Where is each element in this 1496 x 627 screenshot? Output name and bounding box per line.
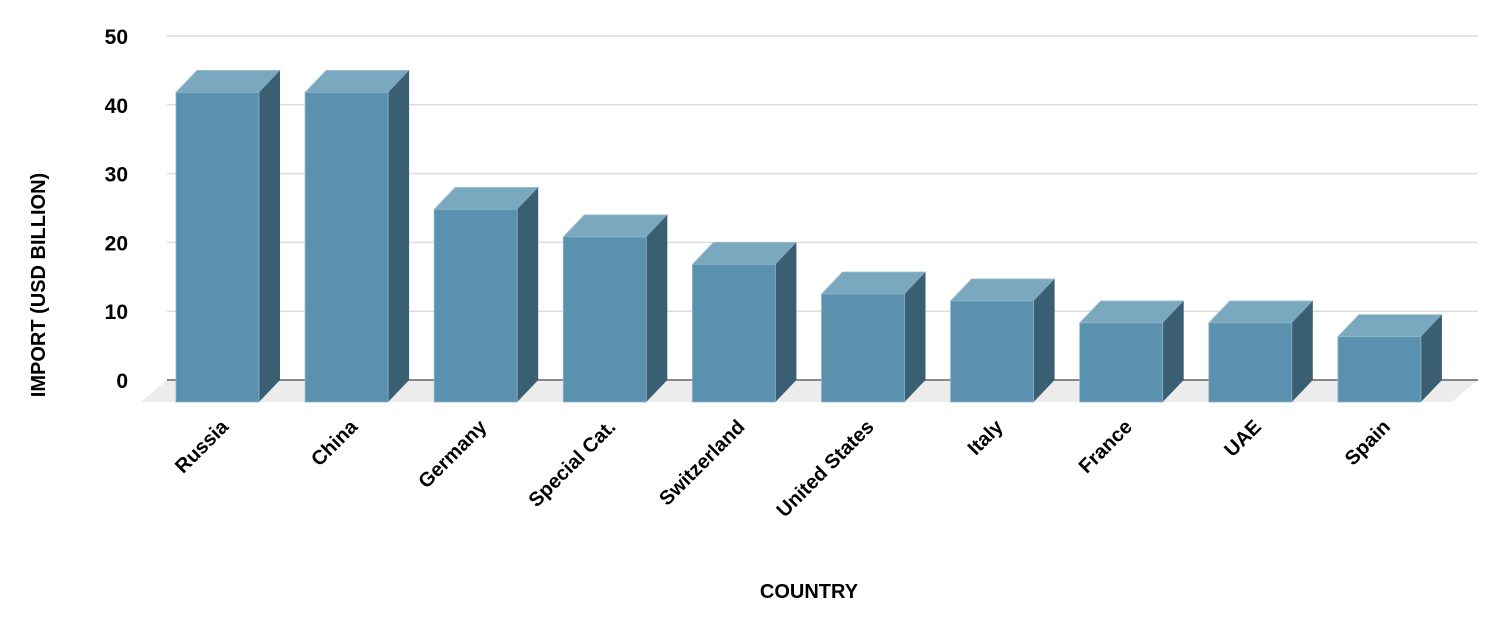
bar-russia (175, 70, 281, 403)
bar-side (646, 214, 668, 402)
y-tick-label: 10 (105, 301, 128, 324)
bar-front (304, 92, 389, 403)
bar-side (1291, 300, 1313, 402)
bar-france (1078, 300, 1185, 403)
y-tick-label: 50 (105, 26, 128, 49)
x-tick-label: United States (773, 416, 879, 522)
bar-front (692, 263, 776, 403)
bar-special-cat (562, 214, 669, 403)
y-axis-ticks: 0 10 20 30 40 50 (105, 26, 128, 393)
bar-side (259, 70, 280, 403)
bar-united-states (820, 271, 927, 403)
x-tick-label: Russia (171, 415, 234, 478)
bar-front (562, 236, 647, 403)
bar-side (517, 187, 539, 402)
x-tick-label: Special Cat. (525, 416, 621, 512)
y-axis-label: IMPORT (USD BILLION) (28, 173, 50, 397)
x-axis-ticks: Russia China Germany Special Cat. Switzerlan… (171, 415, 1395, 522)
bar-side (388, 70, 410, 403)
bars (175, 70, 1443, 403)
bar-side (1162, 300, 1184, 402)
bar-spain (1336, 314, 1443, 403)
bar-front (1337, 336, 1422, 403)
bar-front (950, 300, 1034, 403)
x-tick-label: Germany (414, 415, 491, 492)
bar-side (1033, 278, 1055, 402)
x-tick-label: Spain (1341, 416, 1395, 470)
x-tick-label: China (307, 415, 362, 470)
bar-side (775, 242, 797, 402)
y-tick-label: 20 (105, 232, 128, 255)
bar-germany (433, 186, 540, 403)
bar-switzerland (691, 241, 798, 403)
bar-uae (1207, 300, 1314, 403)
x-tick-label: France (1075, 416, 1137, 478)
y-tick-label: 30 (105, 164, 128, 187)
bar-front (433, 208, 518, 403)
x-tick-label: Italy (964, 415, 1008, 459)
bar-front (1208, 322, 1293, 403)
bar-front (175, 92, 260, 403)
bar-side (904, 271, 926, 402)
y-tick-label: 40 (105, 95, 128, 118)
bar-side (1420, 314, 1442, 402)
bar-italy (949, 278, 1056, 403)
x-tick-label: UAE (1220, 416, 1265, 461)
y-tick-label: 0 (116, 370, 128, 393)
x-axis-label: COUNTRY (760, 581, 859, 603)
x-tick-label: Switzerland (655, 416, 749, 510)
bar-front (821, 293, 905, 403)
bar-front (1079, 322, 1164, 403)
bar-china (304, 70, 411, 403)
